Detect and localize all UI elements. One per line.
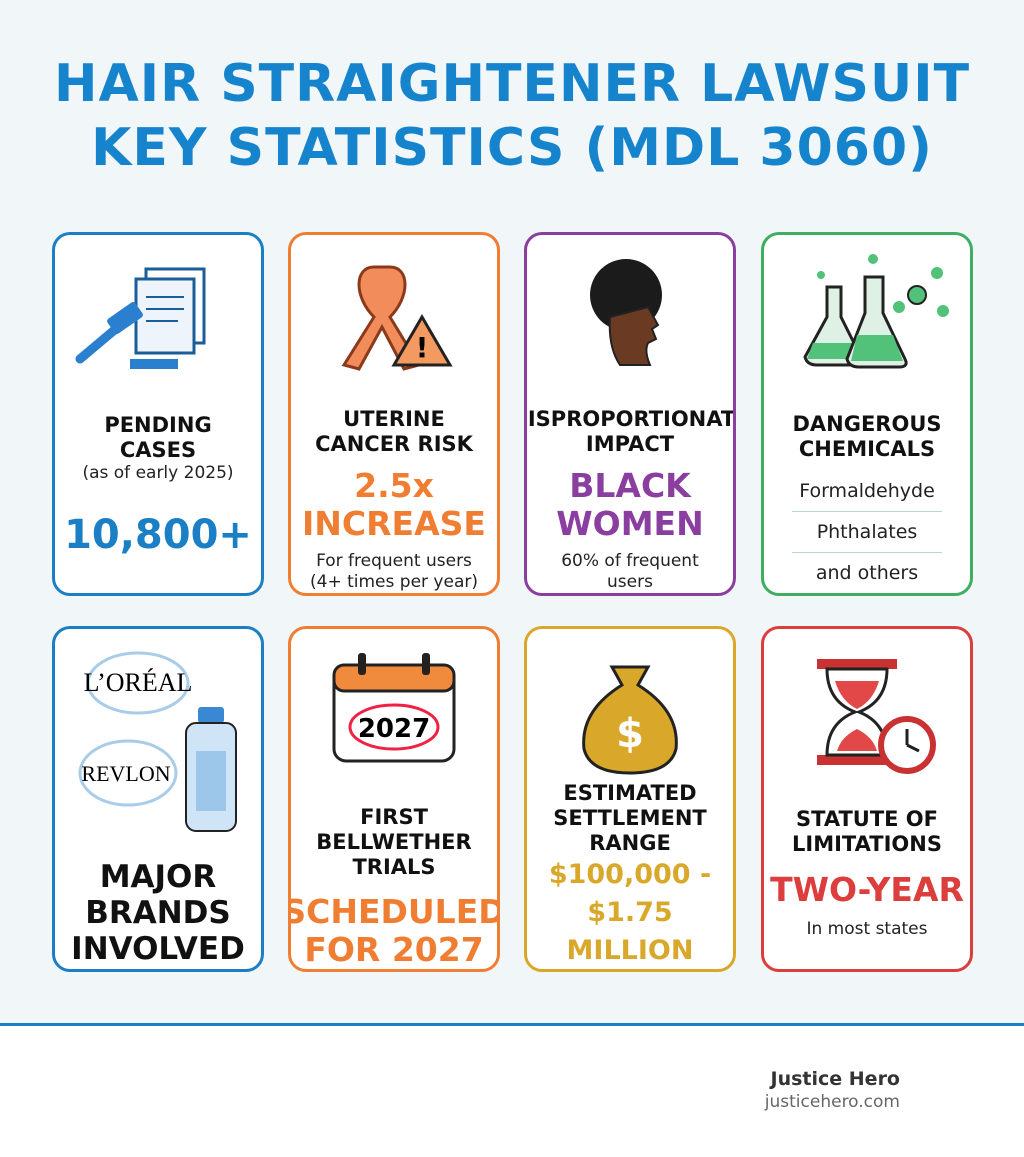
stat-value: 2.5x — [354, 466, 434, 506]
stat-label: LIMITATIONS — [792, 832, 942, 856]
stat-label: ESTIMATED — [563, 781, 697, 805]
stat-card: STATUTE OF LIMITATIONS TWO-YEAR In most sta… — [761, 626, 973, 972]
svg-text:!: ! — [416, 331, 429, 364]
stat-value: WOMEN — [556, 504, 704, 544]
stat-label: CHEMICALS — [798, 436, 936, 461]
url: justicehero.com — [764, 1092, 900, 1112]
stat-note: Per case — [594, 970, 666, 972]
stat-label: INVOLVED — [71, 931, 245, 967]
brand: Justice Hero — [770, 1068, 900, 1090]
icon: ! — [341, 265, 453, 371]
icon — [75, 267, 206, 369]
stat-note: (4+ times per year) — [310, 572, 478, 592]
stat-label: RANGE — [589, 831, 671, 855]
stat-label: PENDING — [104, 413, 212, 437]
list-item: and others — [815, 562, 919, 584]
stat-label: DANGEROUS — [792, 411, 942, 436]
footer: Justice Hero justicehero.com — [0, 1023, 1024, 1157]
list-item: Phthalates — [792, 512, 942, 553]
stat-value: $1.75 MILLION — [566, 897, 694, 966]
icon — [803, 254, 949, 369]
stat-label: FIRST — [360, 805, 428, 830]
stat-value: BLACK — [569, 466, 691, 506]
stat-label: SETTLEMENT — [553, 806, 707, 830]
logo-text: L’ORÉAL — [84, 668, 193, 697]
stat-card: L’ORÉAL REVLON MAJOR BRANDS INVOLVED — [52, 626, 264, 972]
icon: L’ORÉAL REVLON — [78, 651, 237, 832]
stat-note: For frequent users — [316, 551, 472, 571]
icon — [590, 259, 662, 366]
icon: 2027 — [332, 653, 456, 763]
logo-text: REVLON — [81, 761, 170, 786]
stat-value: SCHEDULED — [288, 892, 500, 931]
stat-label: TRIALS — [352, 855, 436, 880]
calendar-year: 2027 — [358, 714, 430, 744]
stat-label: UTERINE — [343, 406, 445, 431]
stat-value: $100,000 - — [548, 859, 712, 890]
stat-label: BRANDS — [85, 895, 231, 931]
stat-value: 10,800+ — [64, 512, 252, 558]
stat-label: CASES — [119, 438, 197, 462]
stat-label: BELLWETHER — [316, 830, 472, 855]
icon — [817, 659, 936, 774]
title: HAIR STRAIGHTENER LAWSUIT KEY STATISTICS … — [0, 52, 1024, 180]
stat-card: 2027 FIRST BELLWETHER TRIALS SCHEDULED FOR 20… — [288, 626, 500, 972]
stat-label: MAJOR — [99, 859, 217, 895]
stat-note: In most states — [806, 919, 928, 939]
stat-note: users — [607, 572, 653, 592]
stat-card: DANGEROUS CHEMICALS Formaldehyde Phthalates… — [761, 232, 973, 596]
stat-value: FOR 2027 — [304, 930, 484, 969]
title-line: KEY STATISTICS (MDL 3060) — [91, 118, 933, 178]
stat-value: TWO-YEAR — [770, 870, 964, 909]
stat-label: STATUTE OF — [796, 807, 938, 831]
stat-label: CANCER RISK — [315, 431, 473, 456]
stat-sub: (as of early 2025) — [82, 463, 234, 483]
stat-card: PENDING CASES (as of early 2025) 10,800+ — [52, 232, 264, 596]
money-sign: $ — [616, 711, 644, 757]
stat-value: INCREASE — [302, 504, 486, 544]
stat-label: DISPROPORTIONATE — [527, 406, 736, 431]
stat-card: ! UTERINE CANCER RISK 2.5x INCREASE For frequ… — [288, 232, 500, 596]
stat-label: IMPACT — [585, 431, 675, 456]
stat-card: $ ESTIMATED SETTLEMENT RANGE $100,000 - $1.75… — [524, 626, 736, 972]
list-item: Formaldehyde — [792, 471, 942, 512]
stat-note: 60% of frequent — [561, 551, 699, 571]
icon: $ — [582, 665, 678, 775]
title-line: HAIR STRAIGHTENER LAWSUIT — [53, 54, 971, 114]
